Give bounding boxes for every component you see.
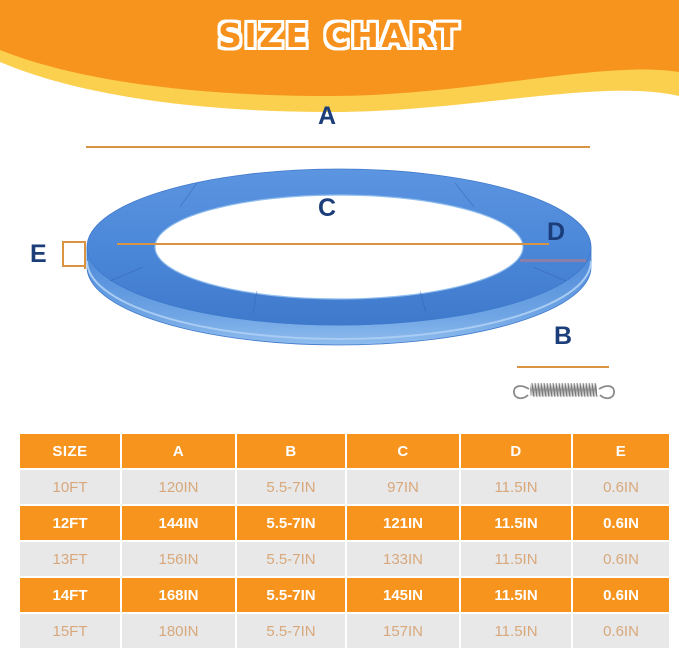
table-row: 12FT 144IN 5.5-7IN 121IN 11.5IN 0.6IN <box>20 506 669 540</box>
dimension-line-b <box>517 366 609 368</box>
trampoline-diagram: A C D E B <box>0 95 679 425</box>
cell-size: 12FT <box>20 506 120 540</box>
spring-hook-left <box>513 385 530 400</box>
cell-b: 5.5-7IN <box>237 506 345 540</box>
table-body: 10FT 120IN 5.5-7IN 97IN 11.5IN 0.6IN 12F… <box>20 470 669 648</box>
column-header-size: SIZE <box>20 434 120 468</box>
cell-d: 11.5IN <box>461 506 571 540</box>
column-header-a: A <box>122 434 235 468</box>
column-header-d: D <box>461 434 571 468</box>
cell-b: 5.5-7IN <box>237 614 345 648</box>
dimension-label-e: E <box>30 240 47 268</box>
cell-a: 144IN <box>122 506 235 540</box>
cell-c: 157IN <box>347 614 459 648</box>
cell-b: 5.5-7IN <box>237 470 345 504</box>
cell-a: 180IN <box>122 614 235 648</box>
cell-d: 11.5IN <box>461 578 571 612</box>
cell-d: 11.5IN <box>461 542 571 576</box>
cell-e: 0.6IN <box>573 470 669 504</box>
ring-bottom-rim-highlight <box>86 260 592 340</box>
column-header-e: E <box>573 434 669 468</box>
header-banner: SIZE CHART <box>0 0 679 150</box>
cell-c: 133IN <box>347 542 459 576</box>
table-row: 15FT 180IN 5.5-7IN 157IN 11.5IN 0.6IN <box>20 614 669 648</box>
dimension-label-a: A <box>318 102 337 130</box>
spring-hook-right <box>598 385 615 400</box>
dimension-line-a <box>86 146 590 148</box>
page-title-text: SIZE CHART <box>216 14 461 57</box>
cell-size: 15FT <box>20 614 120 648</box>
cell-e: 0.6IN <box>573 506 669 540</box>
cell-size: 14FT <box>20 578 120 612</box>
cell-e: 0.6IN <box>573 578 669 612</box>
dimension-label-c: C <box>318 194 337 222</box>
cell-c: 97IN <box>347 470 459 504</box>
spring-icon <box>513 382 615 400</box>
cell-a: 156IN <box>122 542 235 576</box>
table-row: 13FT 156IN 5.5-7IN 133IN 11.5IN 0.6IN <box>20 542 669 576</box>
cell-size: 10FT <box>20 470 120 504</box>
table-row: 14FT 168IN 5.5-7IN 145IN 11.5IN 0.6IN <box>20 578 669 612</box>
cell-b: 5.5-7IN <box>237 578 345 612</box>
cell-e: 0.6IN <box>573 542 669 576</box>
table-header: SIZE A B C D E <box>20 434 669 468</box>
ring-inner-hole <box>154 194 524 300</box>
ring-segment-seams <box>109 182 567 314</box>
cell-c: 145IN <box>347 578 459 612</box>
column-header-b: B <box>237 434 345 468</box>
dimension-line-c <box>117 243 549 245</box>
dimension-label-d: D <box>547 218 566 246</box>
dimension-line-d <box>520 259 586 262</box>
cell-e: 0.6IN <box>573 614 669 648</box>
table-row: 10FT 120IN 5.5-7IN 97IN 11.5IN 0.6IN <box>20 470 669 504</box>
trampoline-ring-illustration <box>86 168 592 346</box>
size-table: SIZE A B C D E 10FT 120IN 5.5-7IN 97IN 1… <box>18 432 671 650</box>
cell-size: 13FT <box>20 542 120 576</box>
dimension-bracket-e <box>62 241 86 269</box>
cell-b: 5.5-7IN <box>237 542 345 576</box>
table-header-row: SIZE A B C D E <box>20 434 669 468</box>
banner-main-wave <box>0 0 679 96</box>
cell-c: 121IN <box>347 506 459 540</box>
cell-d: 11.5IN <box>461 470 571 504</box>
banner-wave-graphic <box>0 0 679 150</box>
cell-d: 11.5IN <box>461 614 571 648</box>
spring-coils <box>531 382 598 398</box>
column-header-c: C <box>347 434 459 468</box>
cell-a: 168IN <box>122 578 235 612</box>
dimension-label-b: B <box>554 322 573 350</box>
page-title: SIZE CHART <box>0 14 679 57</box>
cell-a: 120IN <box>122 470 235 504</box>
